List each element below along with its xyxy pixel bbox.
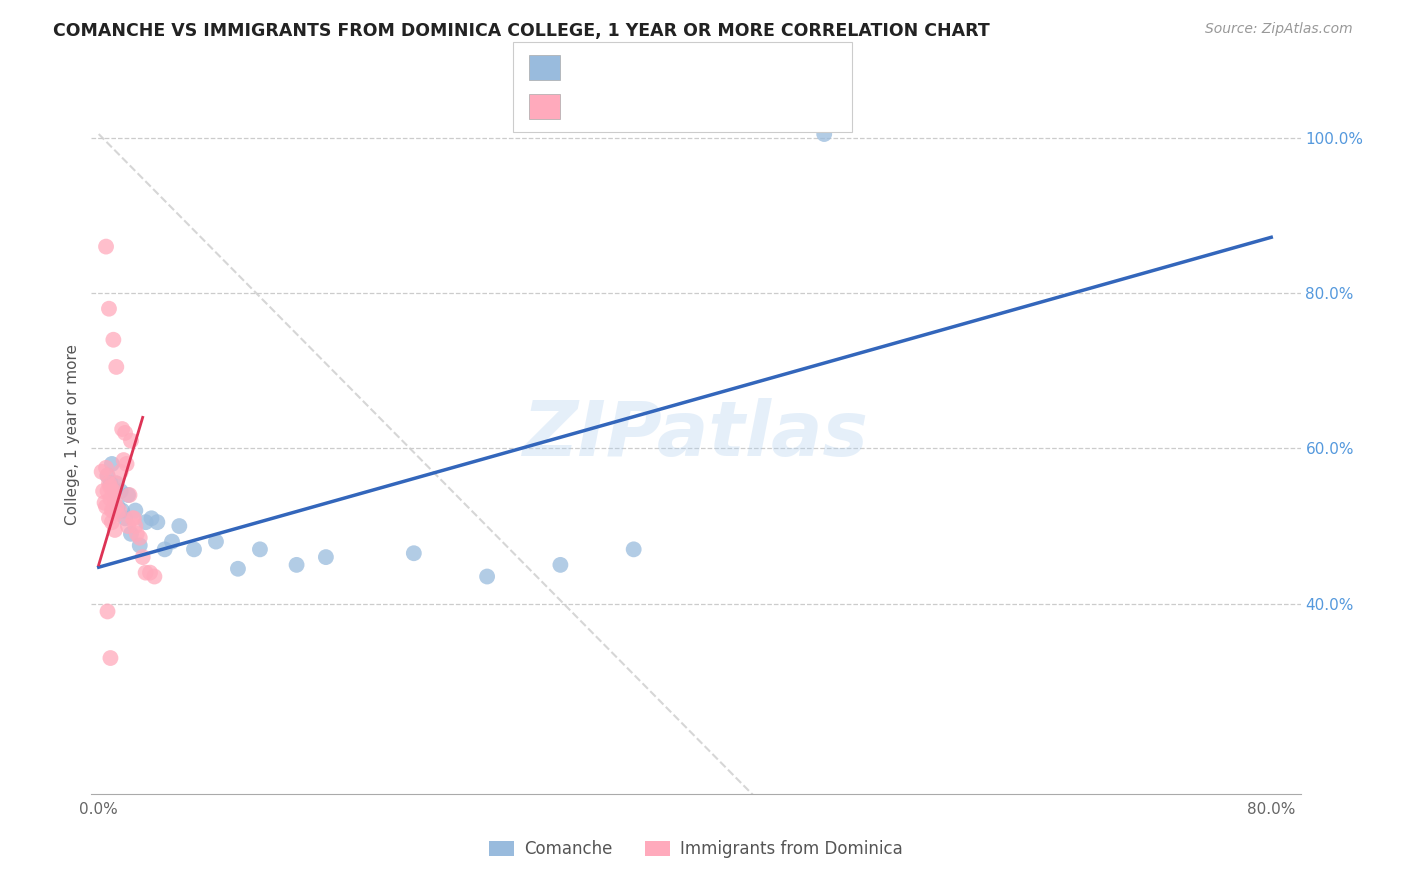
- Comanche: [128, 539, 150, 553]
- Immigrants from Dominica: [96, 468, 118, 483]
- Comanche: [315, 550, 337, 565]
- Comanche: [623, 542, 645, 557]
- Comanche: [135, 515, 157, 529]
- Comanche: [107, 500, 129, 514]
- Comanche: [141, 511, 163, 525]
- Immigrants from Dominica: [114, 425, 136, 440]
- Immigrants from Dominica: [90, 465, 112, 479]
- Comanche: [111, 503, 134, 517]
- Immigrants from Dominica: [105, 359, 128, 374]
- Immigrants from Dominica: [103, 503, 125, 517]
- Immigrants from Dominica: [101, 503, 124, 517]
- Immigrants from Dominica: [91, 484, 114, 499]
- Immigrants from Dominica: [105, 500, 128, 514]
- Immigrants from Dominica: [104, 491, 127, 506]
- Immigrants from Dominica: [111, 422, 134, 436]
- Immigrants from Dominica: [105, 476, 128, 491]
- Immigrants from Dominica: [121, 511, 143, 525]
- Immigrants from Dominica: [103, 333, 125, 347]
- Text: ZIPatlas: ZIPatlas: [523, 398, 869, 472]
- Immigrants from Dominica: [118, 488, 141, 502]
- Immigrants from Dominica: [98, 511, 121, 525]
- Immigrants from Dominica: [139, 566, 162, 580]
- Comanche: [475, 569, 498, 583]
- Immigrants from Dominica: [103, 488, 125, 502]
- Comanche: [117, 488, 139, 502]
- Text: R = 0.642   N = 30: R = 0.642 N = 30: [568, 51, 738, 69]
- Immigrants from Dominica: [115, 457, 138, 471]
- Legend: Comanche, Immigrants from Dominica: Comanche, Immigrants from Dominica: [482, 833, 910, 864]
- Immigrants from Dominica: [110, 465, 132, 479]
- Comanche: [110, 484, 132, 499]
- Comanche: [120, 526, 142, 541]
- Immigrants from Dominica: [143, 569, 166, 583]
- Immigrants from Dominica: [128, 531, 150, 545]
- Immigrants from Dominica: [98, 476, 121, 491]
- Comanche: [101, 457, 124, 471]
- Immigrants from Dominica: [100, 480, 122, 494]
- Immigrants from Dominica: [94, 239, 117, 253]
- Immigrants from Dominica: [101, 515, 124, 529]
- Immigrants from Dominica: [93, 496, 115, 510]
- Comanche: [205, 534, 228, 549]
- Immigrants from Dominica: [131, 550, 153, 565]
- Comanche: [153, 542, 176, 557]
- Immigrants from Dominica: [125, 526, 148, 541]
- Text: R =  0.217   N = 45: R = 0.217 N = 45: [568, 88, 744, 106]
- Comanche: [169, 519, 191, 533]
- Immigrants from Dominica: [107, 508, 129, 522]
- Immigrants from Dominica: [135, 566, 157, 580]
- Comanche: [146, 515, 169, 529]
- Text: COMANCHE VS IMMIGRANTS FROM DOMINICA COLLEGE, 1 YEAR OR MORE CORRELATION CHART: COMANCHE VS IMMIGRANTS FROM DOMINICA COL…: [53, 22, 990, 40]
- Comanche: [285, 558, 308, 572]
- Immigrants from Dominica: [120, 434, 142, 448]
- Immigrants from Dominica: [96, 604, 118, 618]
- Immigrants from Dominica: [100, 651, 122, 665]
- Comanche: [249, 542, 271, 557]
- Comanche: [100, 476, 122, 491]
- Comanche: [124, 503, 146, 517]
- Immigrants from Dominica: [104, 523, 127, 537]
- Immigrants from Dominica: [96, 484, 118, 499]
- Immigrants from Dominica: [124, 519, 146, 533]
- Immigrants from Dominica: [122, 511, 145, 525]
- Comanche: [96, 468, 118, 483]
- Comanche: [550, 558, 572, 572]
- Comanche: [226, 562, 249, 576]
- Immigrants from Dominica: [108, 503, 131, 517]
- Comanche: [813, 127, 835, 141]
- Immigrants from Dominica: [103, 484, 125, 499]
- Immigrants from Dominica: [112, 453, 135, 467]
- Comanche: [160, 534, 183, 549]
- Immigrants from Dominica: [94, 500, 117, 514]
- Comanche: [105, 476, 128, 491]
- Text: Source: ZipAtlas.com: Source: ZipAtlas.com: [1205, 22, 1353, 37]
- Immigrants from Dominica: [94, 460, 117, 475]
- Immigrants from Dominica: [100, 491, 122, 506]
- Comanche: [402, 546, 425, 560]
- Immigrants from Dominica: [117, 519, 139, 533]
- Comanche: [104, 484, 127, 499]
- Comanche: [114, 511, 136, 525]
- Comanche: [183, 542, 205, 557]
- Immigrants from Dominica: [98, 301, 121, 316]
- Y-axis label: College, 1 year or more: College, 1 year or more: [65, 344, 80, 525]
